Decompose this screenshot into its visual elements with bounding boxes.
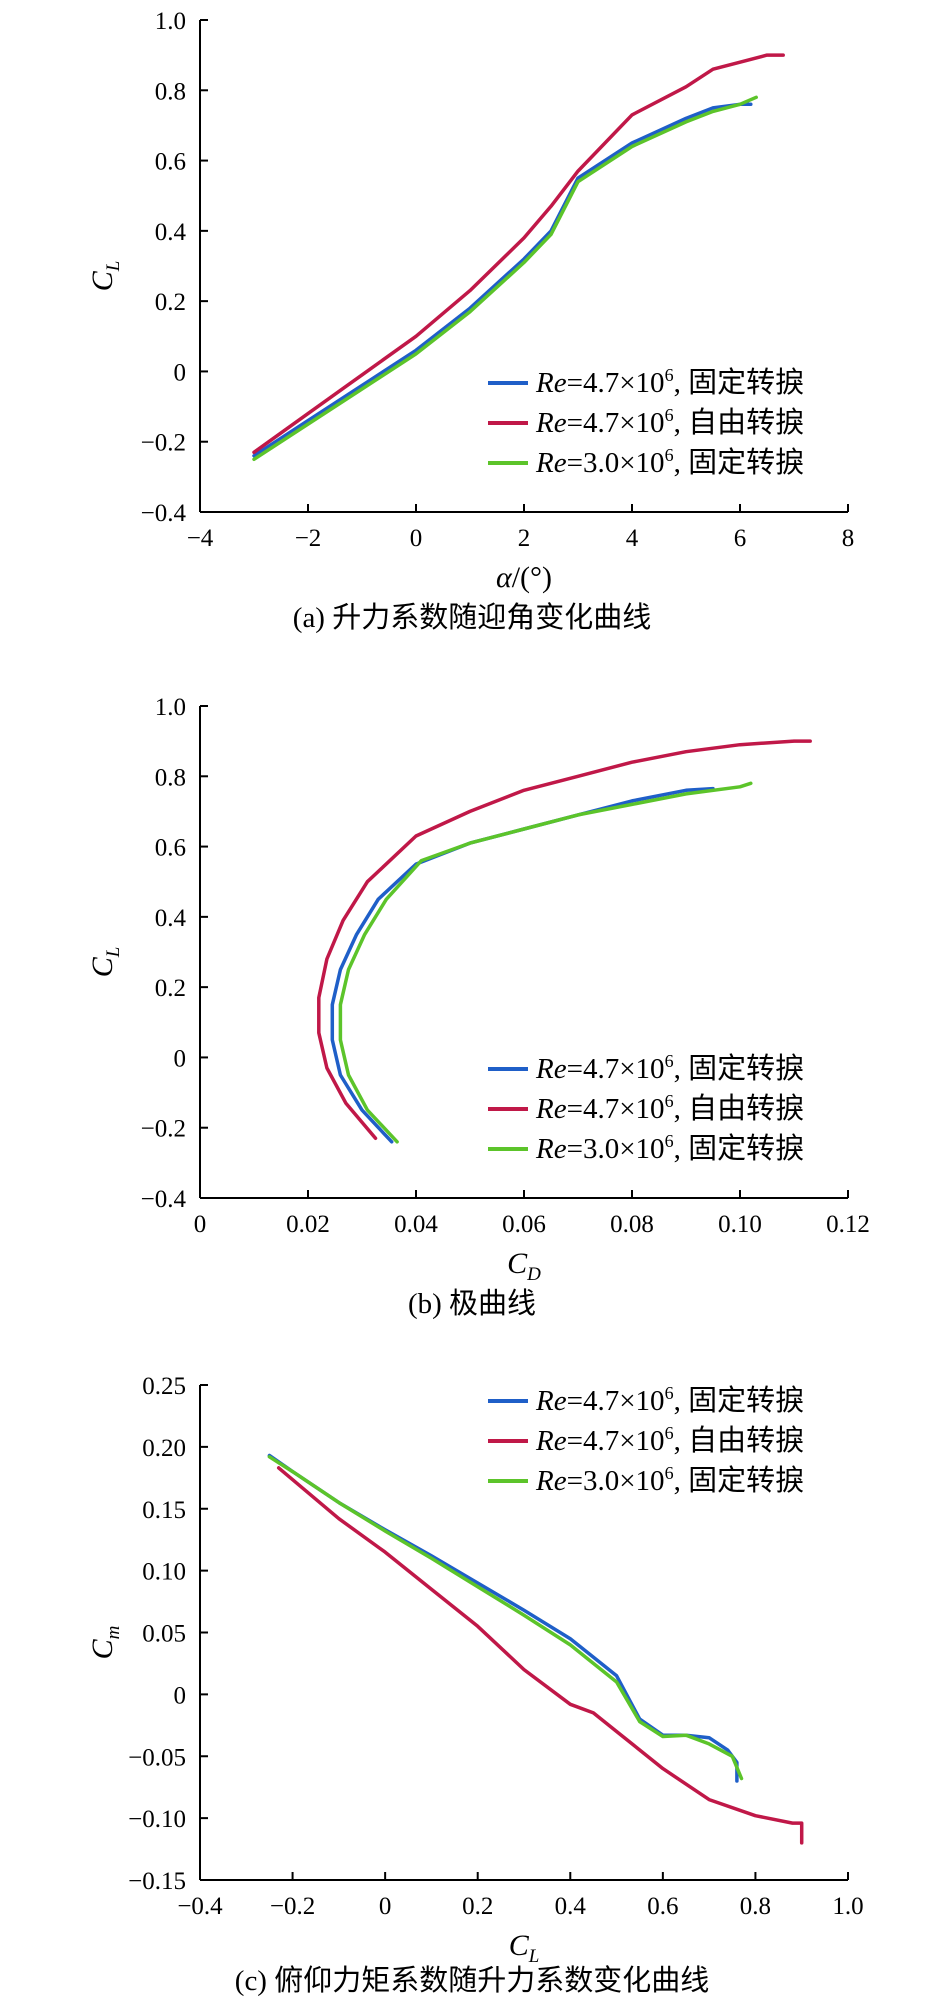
legend-entry: Re=4.7×106, 自由转捩 [535,405,804,439]
x-tick-label: 1.0 [832,1893,863,1920]
y-tick-label: 0.20 [142,1435,186,1462]
figure-caption: (a) 升力系数随迎角变化曲线 [293,601,651,634]
y-tick-label: −0.10 [128,1806,186,1833]
x-axis-label: CD [507,1247,541,1285]
y-tick-label: 0.8 [155,78,186,105]
y-tick-label: 0.6 [155,835,186,862]
x-tick-label: 0.04 [394,1211,438,1238]
y-tick-label: −0.4 [141,1186,187,1213]
legend: Re=4.7×106, 固定转捩 Re=4.7×106, 自由转捩 Re=3.0×1… [488,1051,804,1165]
x-tick-label: 0 [379,1893,392,1920]
y-axis-label: Cm [86,1626,124,1660]
x-axis-label: CL [509,1929,540,1967]
x-tick-label: 2 [518,525,531,552]
y-tick-label: 0.6 [155,149,186,176]
y-tick-label: 0.4 [155,905,187,932]
y-tick-label: 0.4 [155,219,187,246]
legend-entry: Re=3.0×106, 固定转捩 [535,1131,804,1165]
x-tick-label: 0 [194,1211,207,1238]
legend-entry: Re=3.0×106, 固定转捩 [535,445,804,479]
y-tick-label: 0.2 [155,289,186,316]
x-tick-label: 8 [842,525,855,552]
x-tick-label: 6 [734,525,747,552]
y-axis-label: CL [86,947,124,978]
chart-panel-1: −0.4 −0.2 0 0.2 0.4 0.6 0.8 1.0 −4 −2 0 2 4 6 8 α/(°) CL… [86,8,854,634]
y-axis-label: CL [86,261,124,292]
series-line-3 [252,95,758,462]
y-tick-label: 1.0 [155,694,186,721]
x-axis-label: α/(°) [496,561,552,594]
y-tick-label: −0.05 [128,1744,186,1771]
x-tick-label: −0.2 [270,1893,315,1920]
y-tick-label: −0.2 [141,430,186,457]
legend: Re=4.7×106, 固定转捩 Re=4.7×106, 自由转捩 Re=3.0×1… [488,365,804,479]
y-tick-label: −0.2 [141,1116,186,1143]
legend-entry: Re=4.7×106, 自由转捩 [535,1423,804,1457]
y-tick-label: 1.0 [155,8,186,35]
series-line-2 [317,739,812,1141]
y-tick-label: 0 [174,1682,187,1709]
legend: Re=4.7×106, 固定转捩 Re=4.7×106, 自由转捩 Re=3.0×1… [488,1383,804,1497]
x-tick-label: 0.06 [502,1211,546,1238]
x-tick-label: 0.12 [826,1211,870,1238]
series-line-1 [330,786,715,1144]
y-tick-label: 0 [174,1045,187,1072]
figure-caption: (b) 极曲线 [408,1287,536,1320]
x-tick-label: −2 [295,525,322,552]
x-tick-label: −4 [187,525,214,552]
series-line-2 [252,53,785,455]
chart-panel-2: −0.4 −0.2 0 0.2 0.4 0.6 0.8 1.0 0 0.02 0.04 0.06 0.0… [86,694,870,1320]
legend-entry: Re=4.7×106, 固定转捩 [535,1383,804,1417]
x-tick-label: 0 [410,525,423,552]
x-tick-label: 0.10 [718,1211,762,1238]
legend-entry: Re=3.0×106, 固定转捩 [535,1463,804,1497]
x-tick-label: 0.02 [286,1211,330,1238]
y-tick-label: 0 [174,359,187,386]
series-line-3 [267,1455,744,1781]
x-tick-label: −0.4 [177,1893,223,1920]
y-tick-label: −0.4 [141,500,187,527]
y-tick-label: 0.2 [155,975,186,1002]
x-tick-label: 0.6 [647,1893,678,1920]
y-tick-label: 0.15 [142,1497,186,1524]
y-tick-label: 0.05 [142,1621,186,1648]
chart-panel-3: −0.15−0.10−0.0500.050.100.150.200.25−0.4… [86,1373,864,1997]
series-line-3 [338,781,753,1144]
x-tick-label: 0.8 [740,1893,771,1920]
legend-entry: Re=4.7×106, 固定转捩 [535,1051,804,1085]
x-tick-label: 4 [626,525,639,552]
figure-caption: (c) 俯仰力矩系数随升力系数变化曲线 [235,1964,709,1997]
x-tick-label: 0.4 [555,1893,587,1920]
y-tick-label: 0.25 [142,1373,186,1400]
legend-entry: Re=4.7×106, 固定转捩 [535,365,804,399]
y-tick-label: 0.10 [142,1559,186,1586]
legend-entry: Re=4.7×106, 自由转捩 [535,1091,804,1125]
x-tick-label: 0.08 [610,1211,654,1238]
x-tick-label: 0.2 [462,1893,493,1920]
y-tick-label: 0.8 [155,764,186,791]
series-line-2 [276,1466,804,1845]
y-tick-label: −0.15 [128,1868,186,1895]
